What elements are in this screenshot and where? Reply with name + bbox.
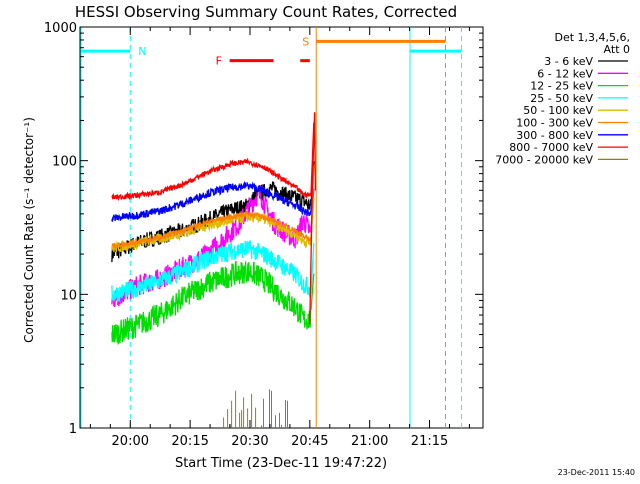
legend-label: 100 - 300 keV [516, 117, 593, 130]
legend-label: 12 - 25 keV [530, 80, 593, 93]
series-line-800-7000kev [111, 122, 315, 202]
series-line-12-25kev [111, 261, 315, 345]
legend-header-attenuator: Att 0 [604, 43, 630, 56]
series-line-7000-20000kev [223, 389, 288, 428]
x-tick-label: 20:30 [231, 434, 268, 449]
legend-label: 50 - 100 keV [523, 104, 593, 117]
x-tick-label: 20:00 [112, 434, 149, 449]
series-line-300-800kev [111, 141, 315, 222]
series-line-25-50kev [111, 240, 315, 303]
x-tick-label: 20:45 [291, 434, 328, 449]
saa-entry-spike [309, 112, 317, 324]
legend-label: 300 - 800 keV [516, 129, 593, 142]
night-marker-label: N [138, 45, 146, 58]
legend-label: 6 - 12 keV [537, 67, 593, 80]
legend-label: 3 - 6 keV [544, 55, 593, 68]
flare-marker-label: F [216, 55, 222, 68]
saa-marker-label: S [302, 35, 309, 48]
y-tick-label: 1000 [44, 21, 77, 36]
legend-header-detectors: Det 1,3,4,5,6, [554, 31, 630, 44]
y-axis-label: Corrected Count Rate (s⁻¹ detector⁻¹) [22, 117, 36, 343]
series-line-100-300kev [111, 166, 315, 251]
series-layer [111, 112, 317, 428]
orbit-regions-layer: N S F [80, 27, 462, 428]
axes-layer: 1 10 100 1000 20:00 20:15 20:30 20:45 21:00 21:15 [44, 21, 483, 449]
generated-timestamp: 23-Dec-2011 15:40 [558, 468, 635, 477]
y-tick-label: 10 [60, 288, 77, 303]
legend-label: 7000 - 20000 keV [495, 153, 593, 166]
x-axis-label: Start Time (23-Dec-11 19:47:22) [175, 456, 387, 471]
legend-label: 25 - 50 keV [530, 92, 593, 105]
x-tick-label: 20:15 [171, 434, 208, 449]
x-tick-label: 21:15 [411, 434, 448, 449]
y-tick-label: 1 [69, 422, 77, 437]
chart-title: HESSI Observing Summary Count Rates, Cor… [75, 3, 457, 21]
x-tick-label: 21:00 [351, 434, 388, 449]
y-tick-label: 100 [52, 155, 77, 170]
legend-label: 800 - 7000 keV [509, 141, 593, 154]
